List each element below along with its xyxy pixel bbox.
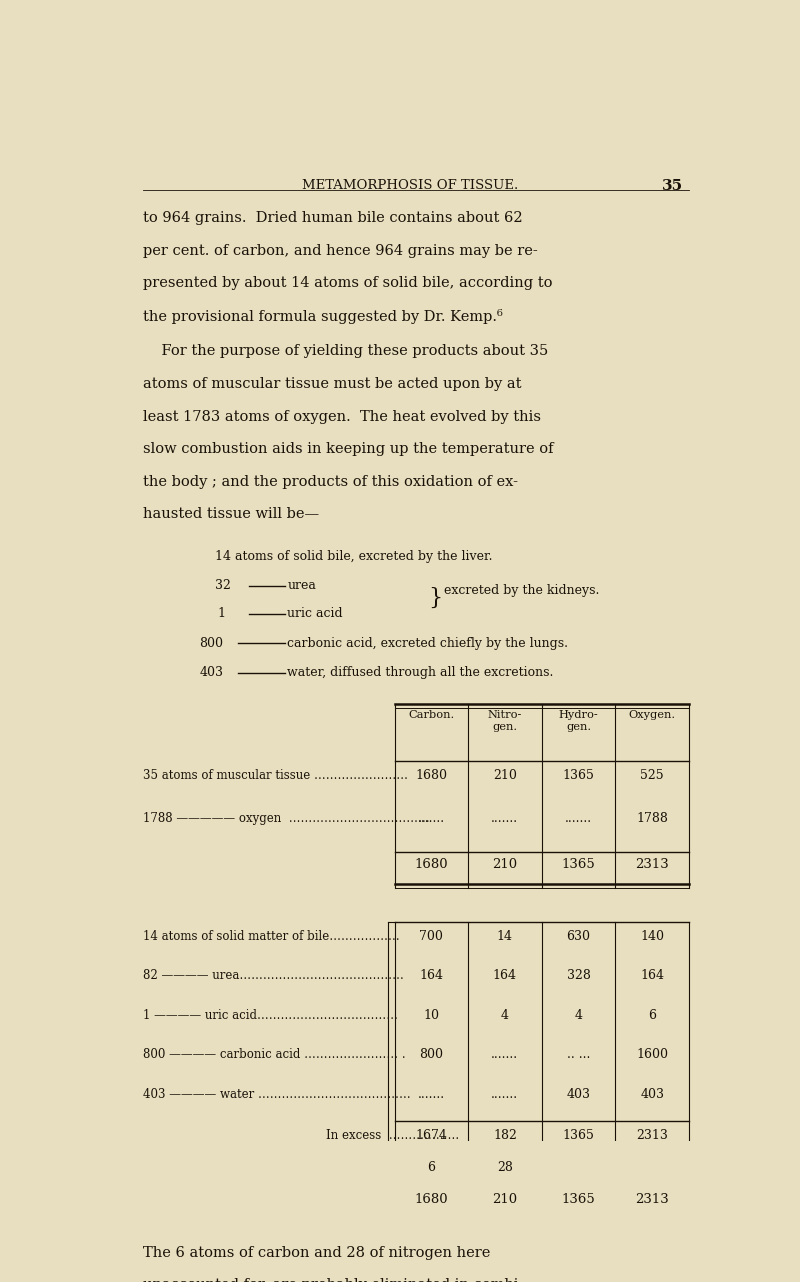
Text: Oxygen.: Oxygen. [629,710,676,719]
Text: .......: ....... [491,1049,518,1061]
Text: }: } [429,587,442,609]
Text: 1788: 1788 [636,813,668,826]
Text: the provisional formula suggested by Dr. Kemp.⁶: the provisional formula suggested by Dr.… [143,309,503,324]
Text: uric acid: uric acid [287,606,343,620]
Text: 1: 1 [217,606,225,620]
Text: 10: 10 [423,1009,439,1022]
Text: 4: 4 [574,1009,582,1022]
Text: 630: 630 [566,929,590,942]
Text: 328: 328 [566,969,590,982]
Text: .. ...: .. ... [567,1049,590,1061]
Text: 6: 6 [427,1160,435,1174]
Text: 1365: 1365 [562,1129,594,1142]
Text: 210: 210 [493,769,517,782]
Text: 1788 ————— oxygen  ………………………………: 1788 ————— oxygen ……………………………… [143,813,430,826]
Text: 800: 800 [199,637,223,650]
Text: .......: ....... [565,813,592,826]
Text: excreted by the kidneys.: excreted by the kidneys. [444,585,599,597]
Text: 182: 182 [493,1129,517,1142]
Text: For the purpose of yielding these products about 35: For the purpose of yielding these produc… [143,345,549,359]
Text: 14: 14 [497,929,513,942]
Text: 2313: 2313 [635,1194,669,1206]
Text: 800: 800 [419,1049,443,1061]
Text: .......: ....... [418,1087,445,1101]
Text: 403: 403 [199,667,223,679]
Text: presented by about 14 atoms of solid bile, according to: presented by about 14 atoms of solid bil… [143,276,553,290]
Text: 14 atoms of solid bile, excreted by the liver.: 14 atoms of solid bile, excreted by the … [214,550,492,563]
Text: .......: ....... [491,813,518,826]
Text: hausted tissue will be—: hausted tissue will be— [143,508,319,522]
Text: 525: 525 [640,769,664,782]
Text: 210: 210 [492,858,518,870]
Text: to 964 grains.  Dried human bile contains about 62: to 964 grains. Dried human bile contains… [143,212,523,226]
Text: 1365: 1365 [562,858,595,870]
Text: Hydro-
gen.: Hydro- gen. [558,710,598,732]
Text: atoms of muscular tissue must be acted upon by at: atoms of muscular tissue must be acted u… [143,377,522,391]
Text: 1674: 1674 [415,1129,447,1142]
Text: 14 atoms of solid matter of bile………………: 14 atoms of solid matter of bile……………… [143,929,400,942]
Text: 164: 164 [640,969,664,982]
Text: the body ; and the products of this oxidation of ex-: the body ; and the products of this oxid… [143,474,518,488]
Text: 2313: 2313 [635,858,669,870]
Text: 210: 210 [492,1194,518,1206]
Text: 4: 4 [501,1009,509,1022]
Text: 403: 403 [640,1087,664,1101]
Text: 403: 403 [566,1087,590,1101]
Text: In excess  ………………: In excess ……………… [326,1129,459,1142]
Text: .......: ....... [418,813,445,826]
Text: 1680: 1680 [415,769,447,782]
Text: urea: urea [287,579,316,592]
Text: 403 ———— water …………………………………: 403 ———— water ………………………………… [143,1087,411,1101]
Text: per cent. of carbon, and hence 964 grains may be re-: per cent. of carbon, and hence 964 grain… [143,244,538,258]
Text: 1365: 1365 [562,1194,595,1206]
Text: 6: 6 [648,1009,656,1022]
Text: unaccounted for, are probably eliminated in combi-: unaccounted for, are probably eliminated… [143,1278,524,1282]
Text: The 6 atoms of carbon and 28 of nitrogen here: The 6 atoms of carbon and 28 of nitrogen… [143,1246,490,1260]
Text: 35 atoms of muscular tissue ……………………: 35 atoms of muscular tissue …………………… [143,769,408,782]
Text: 1365: 1365 [562,769,594,782]
Text: 1680: 1680 [414,858,448,870]
Text: 32: 32 [214,579,230,592]
Text: carbonic acid, excreted chiefly by the lungs.: carbonic acid, excreted chiefly by the l… [287,637,568,650]
Text: slow combustion aids in keeping up the temperature of: slow combustion aids in keeping up the t… [143,442,554,456]
Text: 82 ———— urea……………………………………: 82 ———— urea…………………………………… [143,969,404,982]
Text: Nitro-
gen.: Nitro- gen. [488,710,522,732]
Text: 28: 28 [497,1160,513,1174]
Text: water, diffused through all the excretions.: water, diffused through all the excretio… [287,667,554,679]
Text: .......: ....... [491,1087,518,1101]
Text: 140: 140 [640,929,664,942]
Text: 800 ———— carbonic acid …………………… .: 800 ———— carbonic acid …………………… . [143,1049,406,1061]
Text: least 1783 atoms of oxygen.  The heat evolved by this: least 1783 atoms of oxygen. The heat evo… [143,409,542,423]
Text: 1600: 1600 [636,1049,668,1061]
Text: 164: 164 [493,969,517,982]
Text: 2313: 2313 [636,1129,668,1142]
Text: Carbon.: Carbon. [408,710,454,719]
Text: 164: 164 [419,969,443,982]
Text: 1680: 1680 [414,1194,448,1206]
Text: 1 ———— uric acid………………………………: 1 ———— uric acid……………………………… [143,1009,398,1022]
Text: 35: 35 [662,178,682,192]
Text: METAMORPHOSIS OF TISSUE.: METAMORPHOSIS OF TISSUE. [302,178,518,191]
Text: 700: 700 [419,929,443,942]
